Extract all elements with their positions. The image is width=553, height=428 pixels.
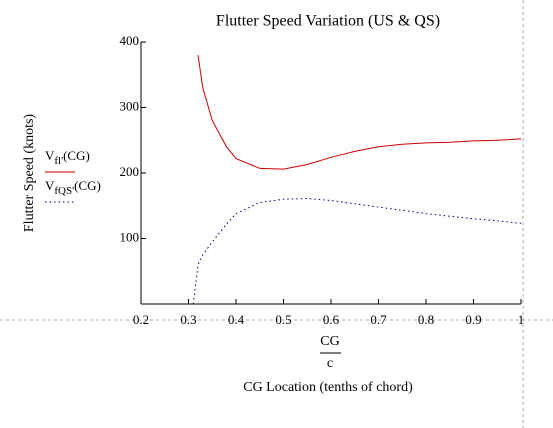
x-fraction-denominator: c (327, 356, 333, 371)
legend-label: VfQS'(CG) (45, 178, 101, 197)
x-tick-label: 0.4 (228, 312, 245, 327)
x-tick-label: 0.7 (370, 312, 387, 327)
y-tick-label: 200 (120, 164, 140, 179)
series-line (192, 197, 522, 305)
y-tick-label: 100 (120, 229, 140, 244)
legend-label: Vfl'(CG) (45, 148, 90, 167)
x-fraction-numerator: CG (320, 334, 339, 349)
x-tick-label: 0.9 (465, 312, 481, 327)
x-tick-label: 1 (518, 312, 525, 327)
x-tick-label: 0.3 (180, 312, 196, 327)
x-tick-label: 0.6 (323, 312, 340, 327)
x-tick-label: 0.2 (133, 312, 149, 327)
x-tick-label: 0.5 (275, 312, 291, 327)
chart-title: Flutter Speed Variation (US & QS) (216, 13, 440, 30)
y-tick-label: 400 (120, 33, 140, 48)
y-axis-label: Flutter Speed (knots) (22, 114, 37, 233)
y-tick-label: 300 (120, 98, 140, 113)
x-tick-label: 0.8 (418, 312, 434, 327)
x-axis-label: CG Location (tenths of chord) (243, 380, 413, 395)
series-line (197, 55, 522, 170)
